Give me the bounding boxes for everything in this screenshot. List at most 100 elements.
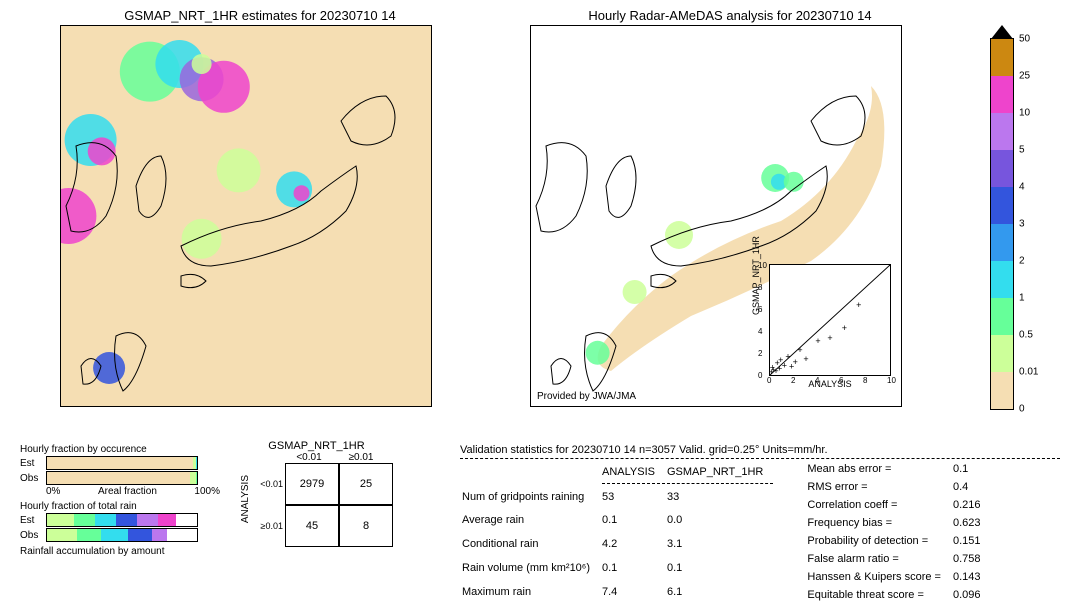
accum-title: Rainfall accumulation by amount xyxy=(20,546,220,557)
colorbar-tick: 10 xyxy=(1019,108,1030,119)
val-b: 6.1 xyxy=(667,581,773,603)
left-map-title: GSMAP_NRT_1HR estimates for 20230710 14 xyxy=(60,8,460,23)
hbar-label: Est xyxy=(20,458,46,469)
svg-text:+: + xyxy=(803,354,808,364)
hbar xyxy=(46,456,198,470)
hbar-row: Obs xyxy=(20,528,220,542)
hbar xyxy=(46,513,198,527)
score-label: Probability of detection = xyxy=(807,533,951,549)
colorbar-tick: 0 xyxy=(1019,404,1025,415)
table-row: Equitable threat score =0.096 xyxy=(807,587,990,603)
ct-rowlabel: ≥0.01 xyxy=(255,521,285,531)
table-row: Rain volume (mm km²10⁶)0.10.1 xyxy=(462,557,773,579)
table-row: Hanssen & Kuipers score =0.143 xyxy=(807,569,990,585)
ct-col0: <0.01 xyxy=(283,452,335,463)
val-h1: ANALYSIS xyxy=(602,461,665,484)
ct-rowaxis: ANALYSIS xyxy=(240,475,251,523)
colorbar-tick: 2 xyxy=(1019,256,1025,267)
score-val: 0.143 xyxy=(953,569,991,585)
hbar-row: Est xyxy=(20,513,220,527)
contingency-block: GSMAP_NRT_1HR ANALYSIS <0.01 ≥0.01 <0.01… xyxy=(240,440,393,547)
colorbar-segment xyxy=(991,372,1013,409)
svg-text:+: + xyxy=(778,355,783,365)
colorbar-tick: 0.01 xyxy=(1019,367,1038,378)
table-row: Num of gridpoints raining5333 xyxy=(462,486,773,508)
colorbar-tick: 25 xyxy=(1019,71,1030,82)
hbar-label: Est xyxy=(20,515,46,526)
colorbar-tick: 1 xyxy=(1019,293,1025,304)
val-label: Num of gridpoints raining xyxy=(462,486,600,508)
hbar xyxy=(46,528,198,542)
score-val: 0.096 xyxy=(953,587,991,603)
ct-cell: 2979 xyxy=(285,463,339,505)
val-label: Maximum rain xyxy=(462,581,600,603)
hbar-row: Obs xyxy=(20,471,220,485)
val-b: 3.1 xyxy=(667,533,773,555)
svg-text:+: + xyxy=(815,336,820,346)
score-label: Mean abs error = xyxy=(807,461,951,477)
scatter-xlabel: ANALYSIS xyxy=(770,379,890,389)
colorbar-segment xyxy=(991,150,1013,187)
score-val: 0.1 xyxy=(953,461,991,477)
val-label: Average rain xyxy=(462,510,600,532)
score-table: Mean abs error =0.1RMS error =0.4Correla… xyxy=(805,459,992,605)
val-label: Conditional rain xyxy=(462,533,600,555)
val-a: 4.2 xyxy=(602,533,665,555)
ct-cell: 8 xyxy=(339,505,393,547)
hbar-label: Obs xyxy=(20,473,46,484)
colorbar-segment xyxy=(991,187,1013,224)
table-row: RMS error =0.4 xyxy=(807,479,990,495)
totalrain-title: Hourly fraction of total rain xyxy=(20,501,220,512)
occ-xl: 0% xyxy=(46,486,60,497)
svg-text:+: + xyxy=(797,345,802,355)
colorbar-tick: 4 xyxy=(1019,182,1025,193)
occ-cap: Areal fraction xyxy=(98,486,157,497)
val-b: 33 xyxy=(667,486,773,508)
score-label: Frequency bias = xyxy=(807,515,951,531)
svg-text:+: + xyxy=(856,300,861,310)
table-row: Frequency bias =0.623 xyxy=(807,515,990,531)
colorbar-segment xyxy=(991,261,1013,298)
hbar xyxy=(46,471,198,485)
val-label: Rain volume (mm km²10⁶) xyxy=(462,557,600,579)
scatter-inset: +++++++++++++++++ ANALYSIS GSMAP_NRT_1HR… xyxy=(769,264,891,376)
val-b: 0.0 xyxy=(667,510,773,532)
colorbar: 00.010.512345102550 xyxy=(990,38,1014,410)
score-val: 0.216 xyxy=(953,497,991,513)
score-val: 0.758 xyxy=(953,551,991,567)
colorbar-segment xyxy=(991,39,1013,76)
val-a: 0.1 xyxy=(602,510,665,532)
right-map-panel: Hourly Radar-AMeDAS analysis for 2023071… xyxy=(530,8,930,407)
right-map: +++++++++++++++++ ANALYSIS GSMAP_NRT_1HR… xyxy=(530,25,902,407)
occurrence-title: Hourly fraction by occurence xyxy=(20,444,220,455)
score-label: RMS error = xyxy=(807,479,951,495)
table-row: Mean abs error =0.1 xyxy=(807,461,990,477)
hbar-row: Est xyxy=(20,456,220,470)
val-table: ANALYSIS GSMAP_NRT_1HR Num of gridpoints… xyxy=(460,459,775,605)
score-label: Correlation coeff = xyxy=(807,497,951,513)
colorbar-segment xyxy=(991,76,1013,113)
svg-text:+: + xyxy=(827,333,832,343)
colorbar-segment xyxy=(991,113,1013,150)
val-a: 0.1 xyxy=(602,557,665,579)
val-h2: GSMAP_NRT_1HR xyxy=(667,461,773,484)
occ-xr: 100% xyxy=(194,486,220,497)
validation-block: Validation statistics for 20230710 14 n=… xyxy=(460,444,1060,605)
table-row: Correlation coeff =0.216 xyxy=(807,497,990,513)
colorbar-tick: 5 xyxy=(1019,145,1025,156)
val-b: 0.1 xyxy=(667,557,773,579)
score-val: 0.4 xyxy=(953,479,991,495)
colorbar-segment xyxy=(991,298,1013,335)
colorbar-arrow-icon xyxy=(991,25,1013,39)
val-a: 53 xyxy=(602,486,665,508)
colorbar-tick: 0.5 xyxy=(1019,330,1033,341)
colorbar-tick: 50 xyxy=(1019,34,1030,45)
map-attribution: Provided by JWA/JMA xyxy=(537,391,636,402)
fraction-bars-block: Hourly fraction by occurence Est Obs 0% A… xyxy=(20,440,220,557)
table-row: Maximum rain7.46.1 xyxy=(462,581,773,603)
ct-cell: 25 xyxy=(339,463,393,505)
right-map-title: Hourly Radar-AMeDAS analysis for 2023071… xyxy=(530,8,930,23)
hbar-label: Obs xyxy=(20,530,46,541)
score-label: False alarm ratio = xyxy=(807,551,951,567)
score-label: Hanssen & Kuipers score = xyxy=(807,569,951,585)
